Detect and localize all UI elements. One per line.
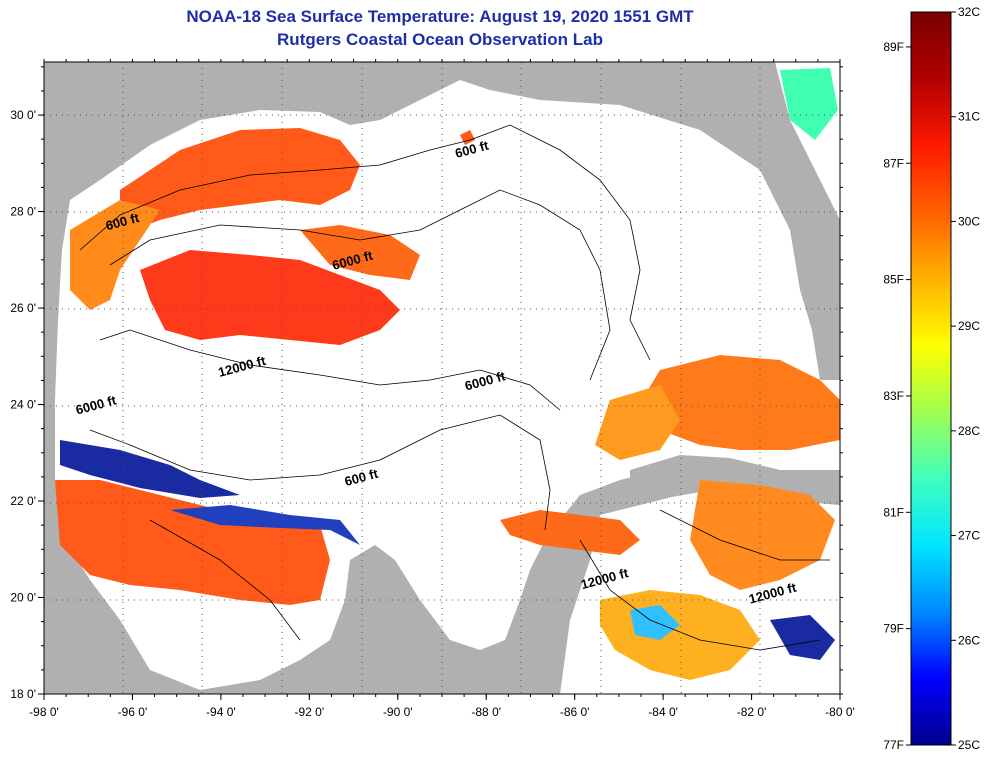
lon-label: -98 0' [29,705,59,719]
lat-label: 20 0' [10,591,36,605]
lon-label: -88 0' [471,705,501,719]
cb-fahrenheit-label: 83F [883,389,904,403]
cb-celsius-label: 30C [958,214,980,228]
cb-fahrenheit-label: 77F [883,738,904,752]
lat-label: 30 0' [10,108,36,122]
cb-celsius-label: 32C [958,5,980,19]
lon-label: -80 0' [825,705,855,719]
latitude-axis: 30 0' 28 0' 26 0' 24 0' 22 0' 20 0' 18 0' [10,66,843,701]
colorbar [910,11,952,746]
lat-label: 22 0' [10,494,36,508]
cb-fahrenheit-label: 81F [883,505,904,519]
cb-celsius-label: 26C [958,633,980,647]
lon-label: -96 0' [118,705,148,719]
map-subtitle: Rutgers Coastal Ocean Observation Lab [277,30,603,49]
cb-celsius-label: 31C [958,110,980,124]
lon-label: -84 0' [648,705,678,719]
lon-label: -94 0' [206,705,236,719]
lon-label: -82 0' [737,705,767,719]
lon-label: -86 0' [560,705,590,719]
graticule [44,62,840,694]
longitude-axis: -98 0' -96 0' -94 0' -92 0' -90 0' -88 0' -86 … [29,59,855,719]
cb-celsius-label: 29C [958,319,980,333]
cb-fahrenheit-label: 89F [883,40,904,54]
bathymetry-contours [79,124,830,651]
cb-fahrenheit-label: 79F [883,622,904,636]
cb-celsius-label: 28C [958,424,980,438]
colorbar-labels: 32C 31C 30C 29C 28C 27C 26C 25C 89F 87F 85F 83F 81F 7… [883,5,980,752]
cb-fahrenheit-label: 87F [883,156,904,170]
lat-label: 18 0' [10,687,36,701]
cb-celsius-label: 27C [958,529,980,543]
lat-label: 28 0' [10,205,36,219]
cb-fahrenheit-label: 85F [883,273,904,287]
sst-patches [55,68,840,680]
lat-label: 24 0' [10,398,36,412]
map-title: NOAA-18 Sea Surface Temperature: August … [186,7,694,26]
lat-label: 26 0' [10,301,36,315]
cb-celsius-label: 25C [958,738,980,752]
lon-label: -90 0' [383,705,413,719]
lon-label: -92 0' [295,705,325,719]
